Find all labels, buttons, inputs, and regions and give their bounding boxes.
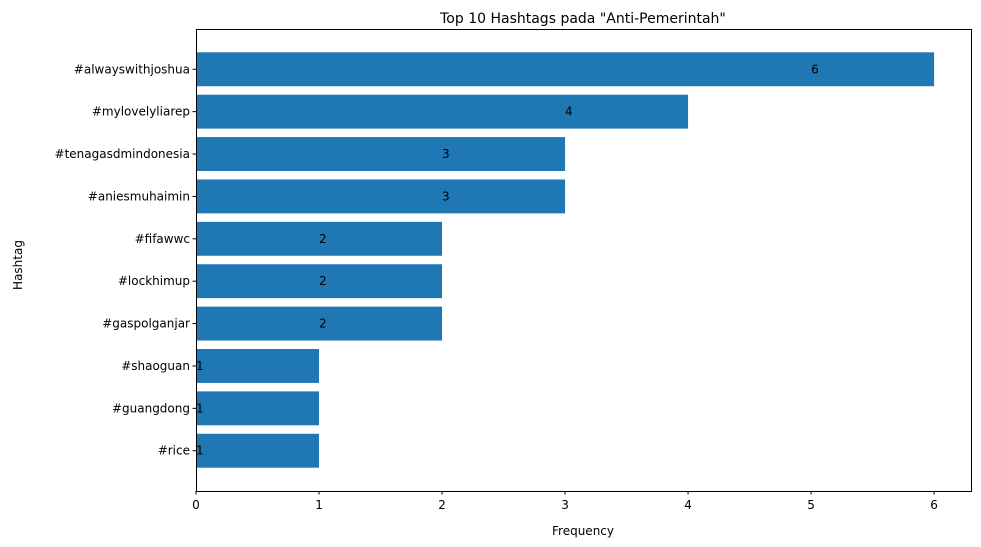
x-tick-label: 1 [315, 498, 323, 512]
y-tick-label: #aniesmuhaimin [88, 189, 190, 203]
data-label: 4 [565, 105, 573, 119]
data-label: 2 [319, 317, 327, 331]
chart-title: Top 10 Hashtags pada "Anti-Pemerintah" [439, 11, 726, 27]
x-tick-label: 6 [930, 498, 938, 512]
x-tick-label: 2 [438, 498, 446, 512]
y-tick-label: #gaspolganjar [102, 317, 190, 331]
data-label: 6 [811, 62, 819, 76]
y-tick-label: #mylovelyliarep [92, 105, 190, 119]
data-label: 3 [442, 189, 450, 203]
bar-rice [196, 434, 319, 468]
y-tick-label: #guangdong [112, 401, 190, 415]
bar-aniesmuhaimin [196, 179, 565, 213]
data-label: 1 [196, 359, 204, 373]
x-tick-label: 4 [684, 498, 692, 512]
x-tick-label: 0 [192, 498, 200, 512]
bar-tenagasdmindonesia [196, 137, 565, 171]
data-label: 2 [319, 232, 327, 246]
bar-mylovelyliarep [196, 95, 688, 129]
x-tick-label: 5 [807, 498, 815, 512]
bar-alwayswithjoshua [196, 52, 934, 86]
data-label: 2 [319, 274, 327, 288]
y-tick-label: #alwayswithjoshua [74, 62, 190, 76]
bar-shaoguan [196, 349, 319, 383]
y-tick-label: #shaoguan [121, 359, 190, 373]
x-axis-label: Frequency [552, 524, 614, 538]
y-axis-label: Hashtag [11, 240, 25, 290]
bar-guangdong [196, 391, 319, 425]
y-tick-label: #tenagasdmindonesia [55, 147, 190, 161]
x-tick-label: 3 [561, 498, 569, 512]
data-label: 1 [196, 444, 204, 458]
data-label: 1 [196, 401, 204, 415]
data-label: 3 [442, 147, 450, 161]
y-tick-label: #fifawwc [135, 232, 190, 246]
y-tick-label: #rice [158, 444, 190, 458]
y-tick-label: #lockhimup [118, 274, 190, 288]
